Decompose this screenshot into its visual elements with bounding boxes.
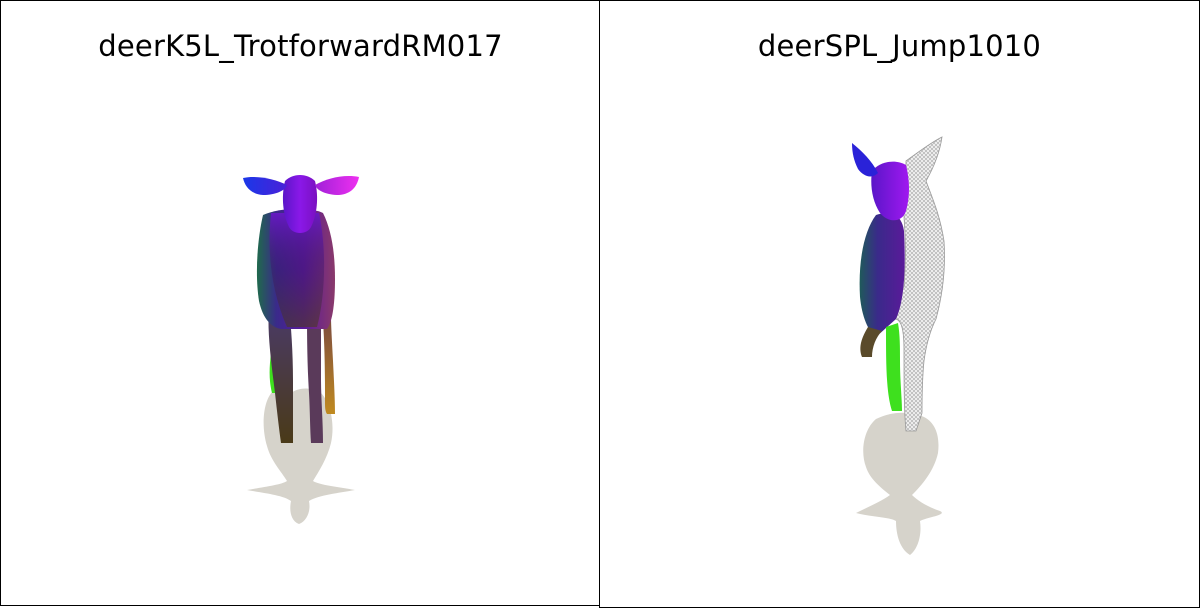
left-viewport[interactable]: deerK5L_TrotforwardRM017	[0, 0, 601, 606]
left-deer-render	[243, 175, 359, 524]
left-shadow	[247, 388, 355, 524]
left-panel-title: deerK5L_TrotforwardRM017	[98, 29, 503, 63]
left-leg-front-left	[268, 306, 293, 443]
right-shadow	[856, 412, 942, 555]
left-ear-right	[315, 175, 359, 195]
right-wireframe-mesh	[895, 136, 945, 432]
left-deer-head	[282, 175, 318, 233]
right-leg-back	[860, 327, 882, 357]
left-leg-orange	[323, 316, 335, 414]
right-panel-title: deerSPL_Jump1010	[757, 29, 1042, 63]
right-deer-body	[859, 212, 905, 337]
right-deer-head	[871, 161, 909, 221]
right-viewport[interactable]: deerSPL_Jump1010	[599, 0, 1200, 608]
left-leg-front-right	[307, 306, 323, 443]
right-ear-left	[852, 143, 878, 177]
right-leg-green	[886, 323, 902, 411]
left-ear-left	[243, 176, 287, 195]
right-deer-render	[852, 136, 945, 555]
